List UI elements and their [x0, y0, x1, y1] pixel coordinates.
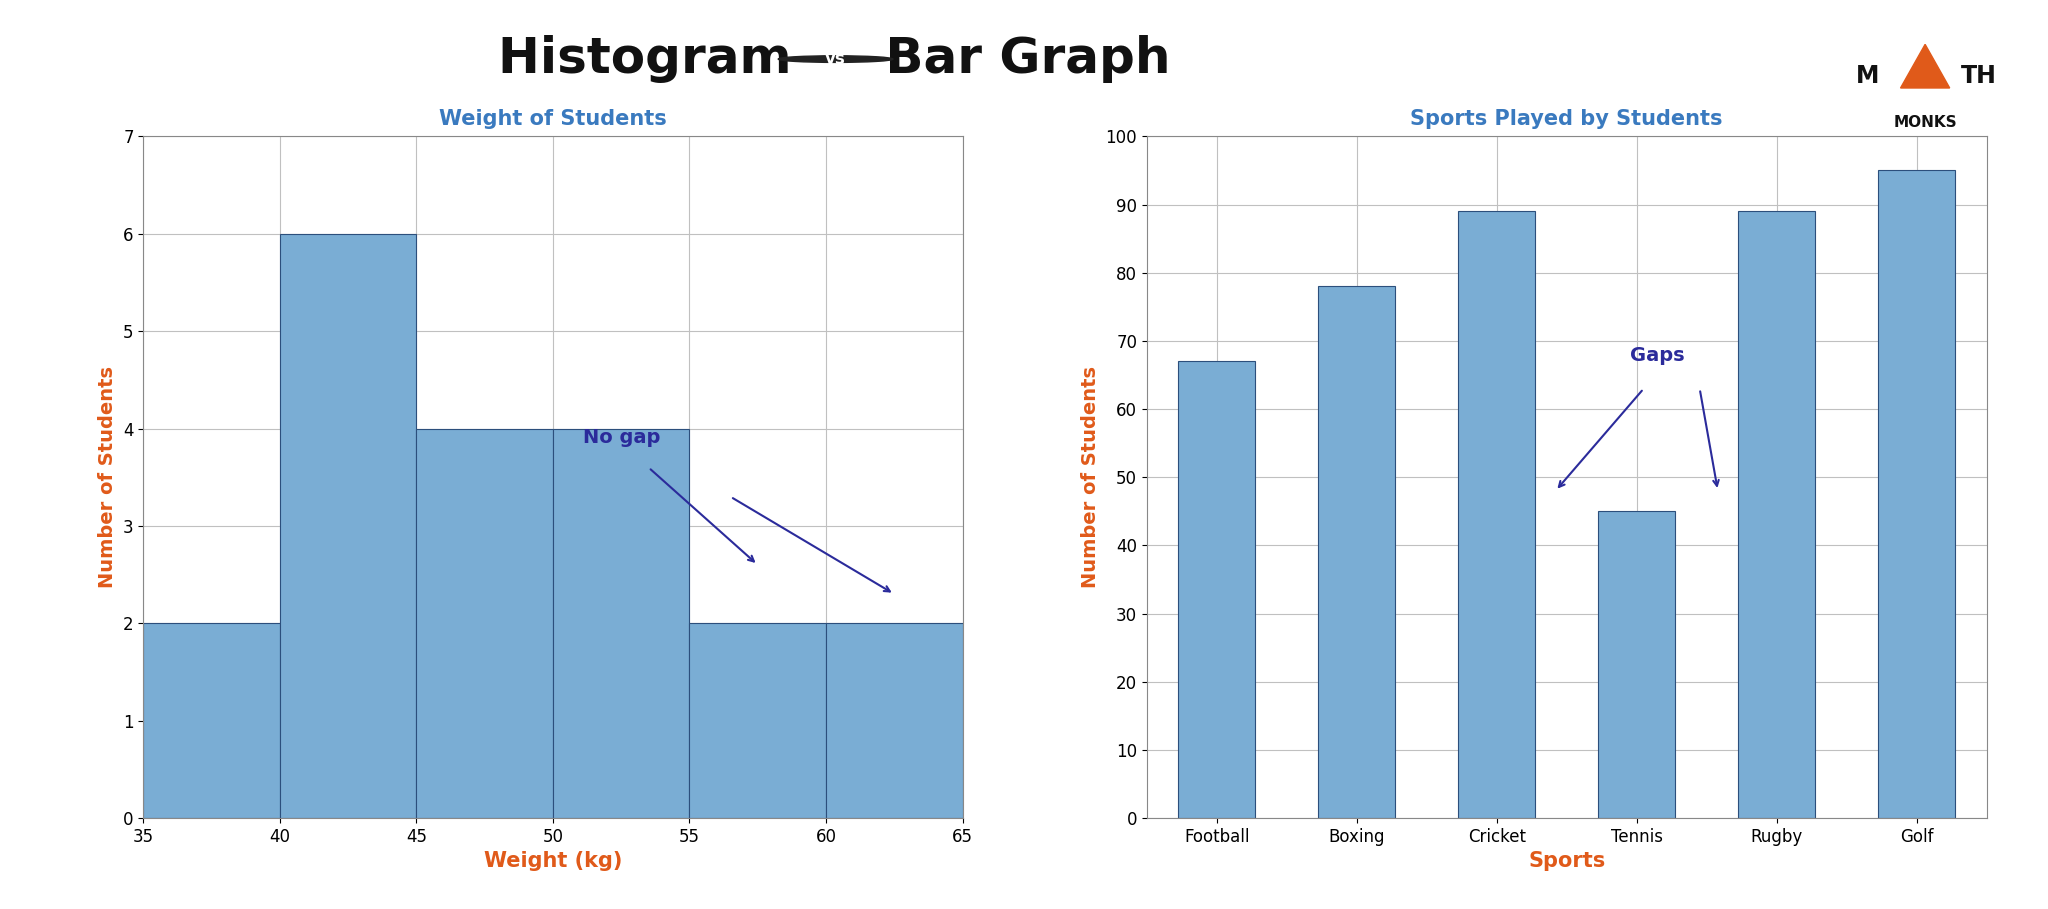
Bar — [1458, 212, 1536, 818]
Text: Bar Graph: Bar Graph — [868, 35, 1171, 83]
Bar — [1178, 361, 1255, 818]
Title: Sports Played by Students: Sports Played by Students — [1411, 109, 1722, 129]
Bar — [143, 624, 281, 818]
Text: vs: vs — [825, 50, 846, 68]
Y-axis label: Number of Students: Number of Students — [1081, 366, 1100, 588]
Y-axis label: Number of Students: Number of Students — [98, 366, 117, 588]
X-axis label: Weight (kg): Weight (kg) — [483, 852, 623, 872]
Text: No gap: No gap — [582, 428, 659, 447]
Text: Gaps: Gaps — [1630, 346, 1686, 365]
Bar — [553, 428, 690, 818]
Text: M: M — [1855, 64, 1880, 88]
Bar — [1878, 171, 1956, 818]
X-axis label: Sports: Sports — [1528, 852, 1606, 872]
Bar — [690, 624, 825, 818]
Bar — [825, 624, 963, 818]
Circle shape — [778, 55, 893, 63]
Bar — [1739, 212, 1815, 818]
Bar — [1597, 511, 1675, 818]
Bar — [281, 234, 416, 818]
Text: Histogram: Histogram — [498, 35, 809, 83]
Title: Weight of Students: Weight of Students — [438, 109, 668, 129]
Bar — [416, 428, 553, 818]
Text: MONKS: MONKS — [1892, 115, 1958, 130]
Polygon shape — [1901, 45, 1950, 88]
Text: TH: TH — [1960, 64, 1997, 88]
Bar — [1319, 286, 1395, 818]
